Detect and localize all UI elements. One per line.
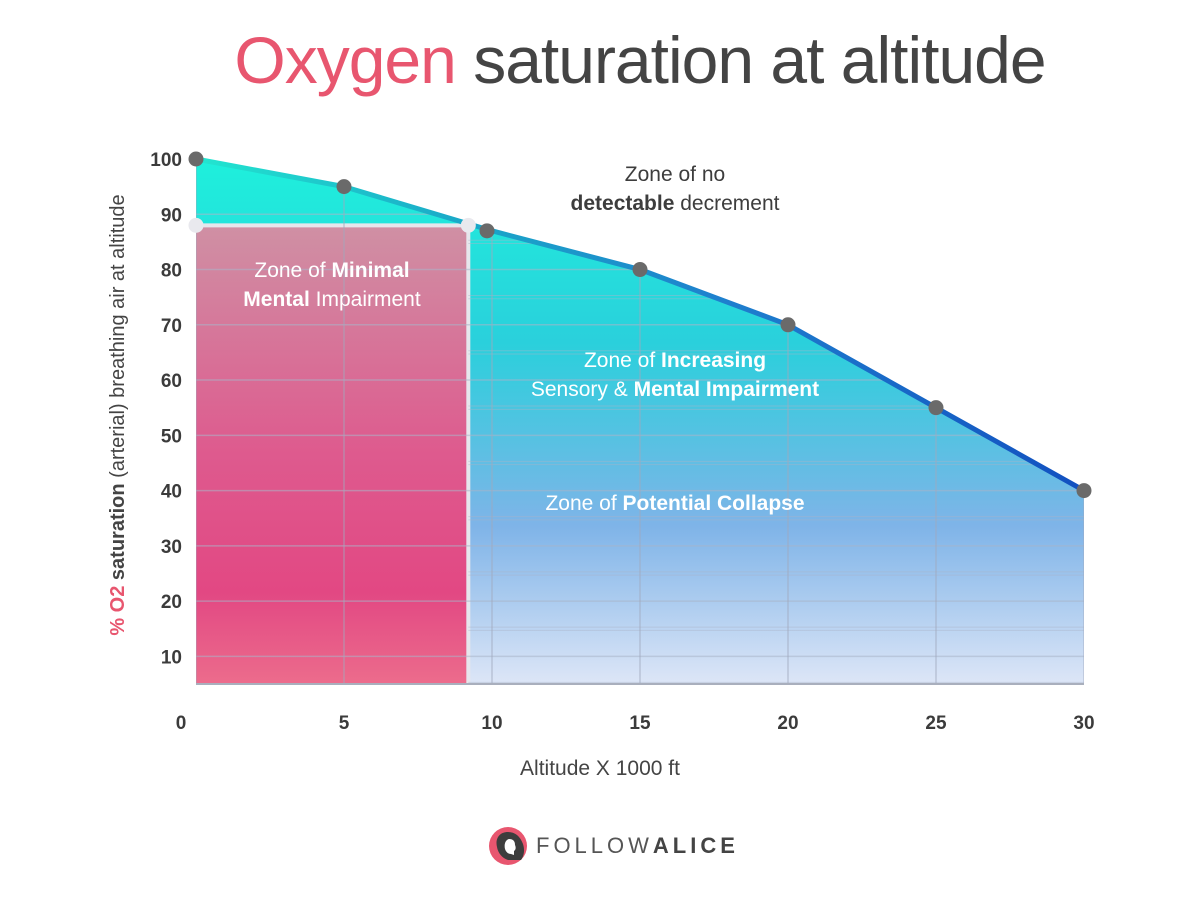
line-layer bbox=[188, 151, 1092, 499]
zone-label-part: Impairment bbox=[310, 288, 421, 311]
data-point bbox=[928, 400, 944, 416]
data-point bbox=[780, 317, 796, 333]
y-axis-title-bold: saturation bbox=[107, 483, 129, 580]
y-tick-label: 70 bbox=[161, 316, 182, 337]
data-point bbox=[336, 179, 352, 195]
y-axis-title-rest: (arterial) breathing air at altitude bbox=[107, 194, 129, 483]
y-tick-label: 30 bbox=[161, 537, 182, 558]
y-axis-title-accent: % O2 bbox=[107, 580, 129, 636]
zone-label-part: Zone of no bbox=[625, 163, 725, 186]
data-point bbox=[479, 223, 495, 239]
x-axis-title: Altitude X 1000 ft bbox=[520, 757, 680, 780]
zone-label-part: Potential Collapse bbox=[623, 492, 805, 515]
logo-text-bold: ALICE bbox=[652, 833, 739, 858]
zone-label-part: Sensory & bbox=[531, 378, 634, 401]
zone-label-increasing: Zone of Increasing Sensory & Mental Impai… bbox=[531, 349, 819, 401]
threshold-point bbox=[188, 217, 204, 233]
y-tick-label: 80 bbox=[161, 261, 182, 282]
x-tick-label: 30 bbox=[1073, 713, 1094, 734]
zone-label-part: Zone of bbox=[584, 349, 661, 372]
y-tick-label: 50 bbox=[161, 426, 182, 447]
x-tick-label: 10 bbox=[481, 713, 502, 734]
y-tick-label: 10 bbox=[161, 647, 182, 668]
chart-title: Oxygen saturation at altitude bbox=[0, 22, 1200, 98]
data-point bbox=[1076, 483, 1092, 499]
zone-label-part: Mental bbox=[243, 288, 310, 311]
x-tick-label: 15 bbox=[629, 713, 651, 734]
data-point bbox=[632, 262, 648, 278]
zone-label-part: Zone of bbox=[254, 259, 331, 282]
zone-label-minimal: Zone of Minimal Mental Impairment bbox=[243, 259, 421, 311]
zone-label-no-decrement: Zone of no detectable decrement bbox=[571, 163, 780, 215]
y-tick-label: 60 bbox=[161, 371, 182, 392]
alice-head-icon bbox=[489, 827, 527, 865]
logo-text-light: FOLLOW bbox=[536, 833, 653, 858]
tick-layer: 10 20 30 40 50 60 70 80 90 100 0 5 10 15 20 25 30 bbox=[150, 150, 1094, 734]
data-point bbox=[188, 151, 204, 167]
y-tick-label: 20 bbox=[161, 592, 182, 613]
zone-label-part: Zone of bbox=[545, 492, 622, 515]
zone-label-part: detectable bbox=[571, 192, 675, 215]
x-tick-label: 5 bbox=[339, 713, 350, 734]
chart-title-rest: saturation at altitude bbox=[455, 23, 1046, 97]
y-tick-label: 90 bbox=[161, 205, 182, 226]
zone-layer: Zone of no detectable decrement Zone of Mi… bbox=[243, 163, 819, 515]
zone-label-collapse: Zone of Potential Collapse bbox=[545, 492, 804, 515]
chart-title-accent: Oxygen bbox=[234, 23, 456, 97]
x-tick-label: 25 bbox=[925, 713, 947, 734]
zone-label-part: decrement bbox=[674, 192, 779, 215]
minimal-impairment-zone bbox=[196, 225, 469, 684]
logo: FOLLOWALICE bbox=[488, 826, 739, 866]
zone-label-part: Minimal bbox=[331, 259, 409, 282]
threshold-point bbox=[460, 217, 476, 233]
x-tick-label: 20 bbox=[777, 713, 798, 734]
y-axis-title: % O2 saturation (arterial) breathing air… bbox=[107, 194, 129, 635]
logo-text: FOLLOWALICE bbox=[536, 833, 739, 859]
zone-label-part: Mental Impairment bbox=[634, 378, 820, 401]
zone-label-part: Increasing bbox=[661, 349, 766, 372]
y-tick-label: 40 bbox=[161, 482, 182, 503]
y-tick-label: 100 bbox=[150, 150, 182, 171]
x-tick-label: 0 bbox=[176, 713, 187, 734]
